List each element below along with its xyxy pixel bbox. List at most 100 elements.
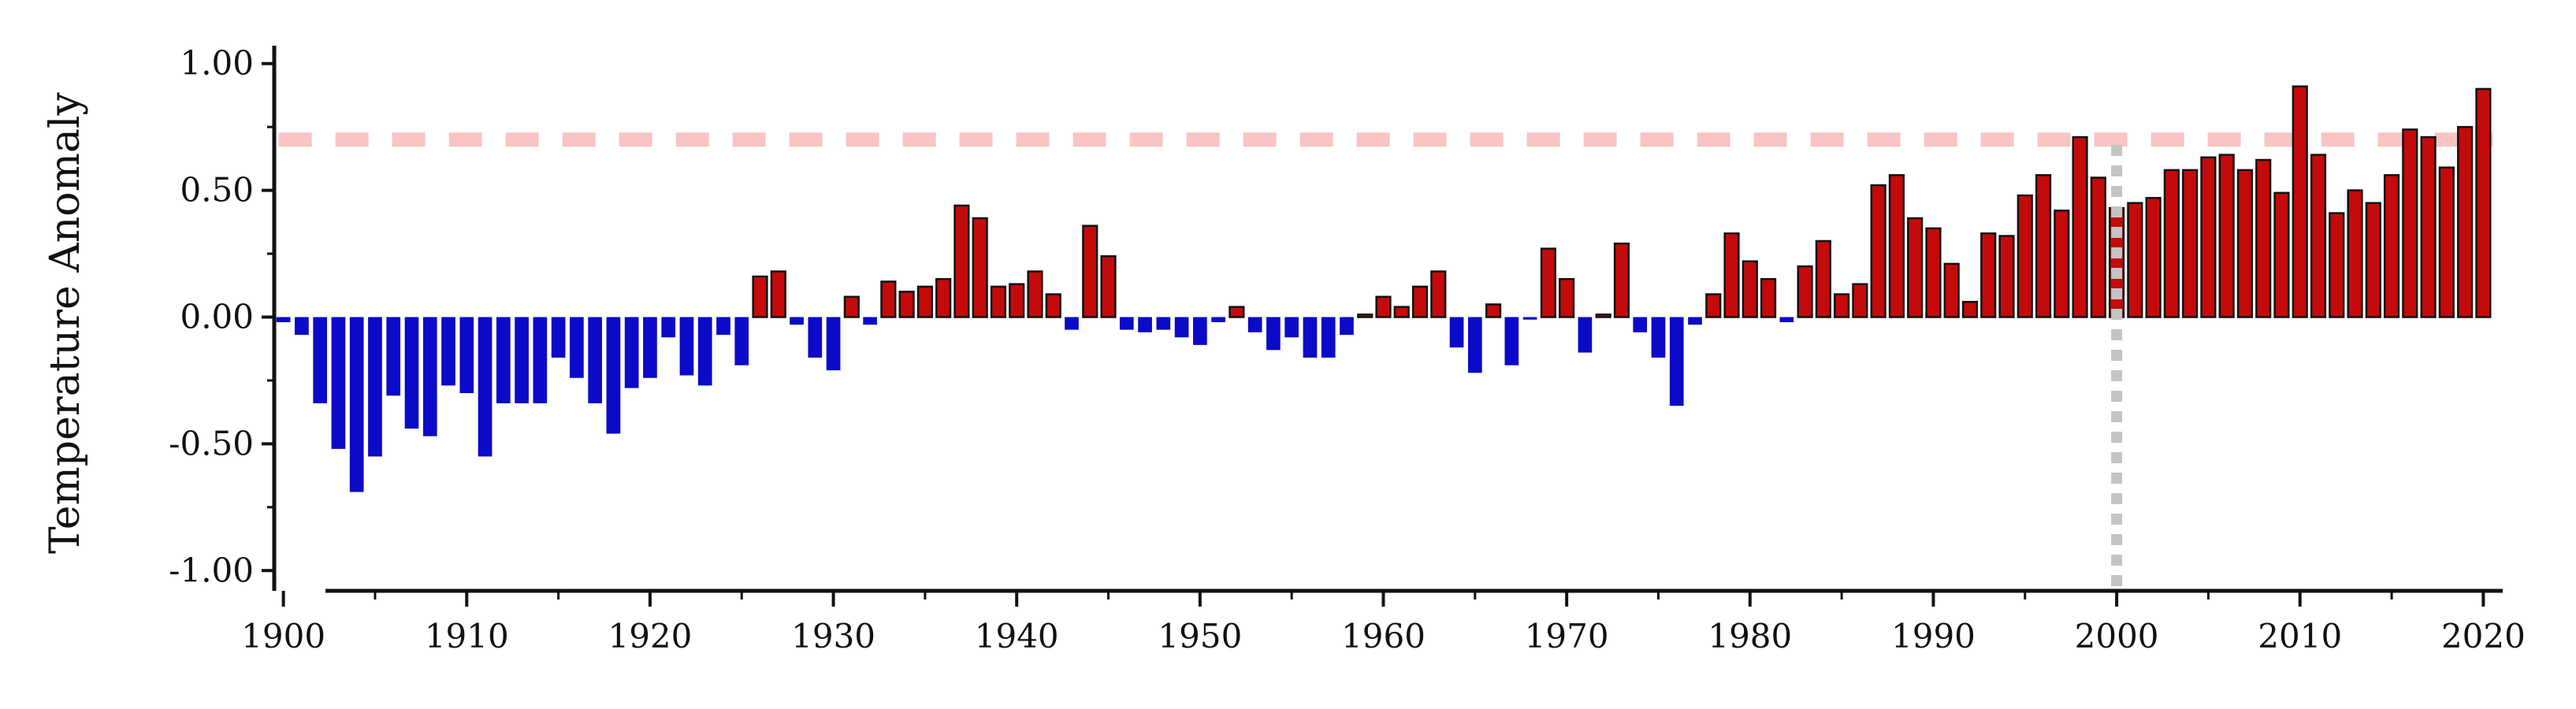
bar-1976 — [1669, 317, 1684, 406]
y-tick-label: 0.50 — [180, 171, 254, 210]
bar-1999 — [2090, 176, 2106, 318]
bar-1953 — [1247, 317, 1262, 332]
bar-1939 — [990, 285, 1007, 318]
bar-1968 — [1522, 317, 1537, 320]
bar-1989 — [1907, 217, 1924, 318]
bar-1951 — [1211, 317, 1225, 322]
bar-1907 — [404, 317, 419, 429]
bar-2016 — [2402, 128, 2418, 318]
bar-2020 — [2475, 87, 2492, 318]
bar-1913 — [515, 317, 529, 403]
bar-1910 — [459, 317, 474, 394]
bar-1990 — [1925, 227, 1942, 318]
bar-1909 — [441, 317, 455, 386]
bar-1902 — [313, 317, 328, 403]
bar-1920 — [643, 317, 657, 378]
bar-2007 — [2236, 169, 2254, 318]
bar-2004 — [2182, 169, 2199, 318]
bar-1919 — [624, 317, 639, 388]
bar-1952 — [1229, 306, 1245, 318]
bar-1958 — [1340, 317, 1354, 336]
axes-layer — [262, 46, 2503, 607]
bar-1979 — [1723, 232, 1740, 318]
bar-2003 — [2163, 169, 2180, 318]
bar-1993 — [1980, 232, 1997, 318]
bar-2010 — [2292, 85, 2308, 318]
bar-1971 — [1578, 317, 1593, 353]
bar-1905 — [368, 317, 382, 457]
bar-1929 — [808, 317, 823, 358]
bar-1982 — [1779, 317, 1794, 322]
bar-1983 — [1797, 265, 1813, 318]
bar-1928 — [790, 317, 804, 325]
x-tick-label: 2010 — [2258, 617, 2342, 655]
bar-1908 — [422, 317, 437, 436]
bar-2008 — [2255, 158, 2272, 318]
bar-1996 — [2035, 174, 2052, 318]
bar-2009 — [2273, 191, 2290, 318]
bar-2014 — [2365, 202, 2381, 318]
bar-1904 — [349, 317, 364, 492]
bar-1962 — [1411, 285, 1429, 318]
bar-1935 — [916, 285, 933, 318]
bar-1987 — [1870, 184, 1886, 318]
bar-1930 — [826, 317, 841, 371]
bar-1921 — [661, 317, 676, 338]
bar-1916 — [570, 317, 584, 378]
bar-2000 — [2109, 206, 2125, 318]
bar-1977 — [1688, 317, 1702, 325]
bars-layer — [276, 85, 2492, 492]
bar-1997 — [2054, 210, 2070, 318]
x-tick-label: 1920 — [608, 617, 692, 655]
bar-1981 — [1760, 277, 1777, 318]
bar-1931 — [843, 295, 860, 318]
bar-1917 — [588, 317, 602, 403]
bar-1980 — [1741, 260, 1758, 318]
x-tick-label: 2000 — [2075, 617, 2159, 655]
bar-2018 — [2438, 166, 2455, 318]
bar-1974 — [1633, 317, 1648, 332]
y-tick-label: -1.00 — [169, 551, 254, 589]
bar-1911 — [478, 317, 493, 457]
bar-1970 — [1559, 277, 1575, 318]
bar-1966 — [1485, 303, 1502, 318]
bar-1961 — [1393, 306, 1410, 318]
bar-1954 — [1266, 317, 1281, 351]
bar-1963 — [1430, 270, 1447, 318]
x-tick-label: 2020 — [2441, 617, 2526, 655]
bar-1923 — [697, 317, 712, 386]
bar-1938 — [972, 217, 988, 318]
bar-1915 — [551, 317, 566, 358]
bar-1925 — [734, 317, 749, 366]
bar-2006 — [2218, 154, 2235, 318]
bar-1924 — [716, 317, 730, 336]
x-tick-label: 1910 — [425, 617, 509, 655]
bar-1995 — [2017, 194, 2033, 318]
bar-1914 — [533, 317, 548, 403]
bar-1972 — [1595, 314, 1611, 318]
bar-1940 — [1009, 283, 1025, 318]
bar-1932 — [863, 317, 877, 325]
bar-2013 — [2347, 189, 2363, 318]
bar-1937 — [953, 204, 970, 318]
bar-1903 — [331, 317, 346, 449]
x-tick-label: 1930 — [791, 617, 875, 655]
bar-1988 — [1888, 174, 1905, 318]
bar-2015 — [2383, 174, 2400, 318]
x-tick-label: 1900 — [241, 617, 325, 655]
bar-1978 — [1705, 293, 1722, 318]
bar-1959 — [1357, 314, 1373, 318]
bar-1926 — [752, 275, 768, 318]
bar-1912 — [496, 317, 511, 403]
bar-1973 — [1613, 242, 1630, 318]
bar-1991 — [1943, 262, 1960, 318]
bar-1901 — [295, 317, 309, 336]
bar-2001 — [2127, 202, 2143, 318]
bar-1960 — [1375, 295, 1392, 318]
bar-2011 — [2310, 154, 2327, 318]
bar-1967 — [1504, 317, 1519, 366]
bar-1957 — [1321, 317, 1336, 358]
bar-2019 — [2457, 125, 2474, 318]
bar-1942 — [1045, 293, 1061, 318]
